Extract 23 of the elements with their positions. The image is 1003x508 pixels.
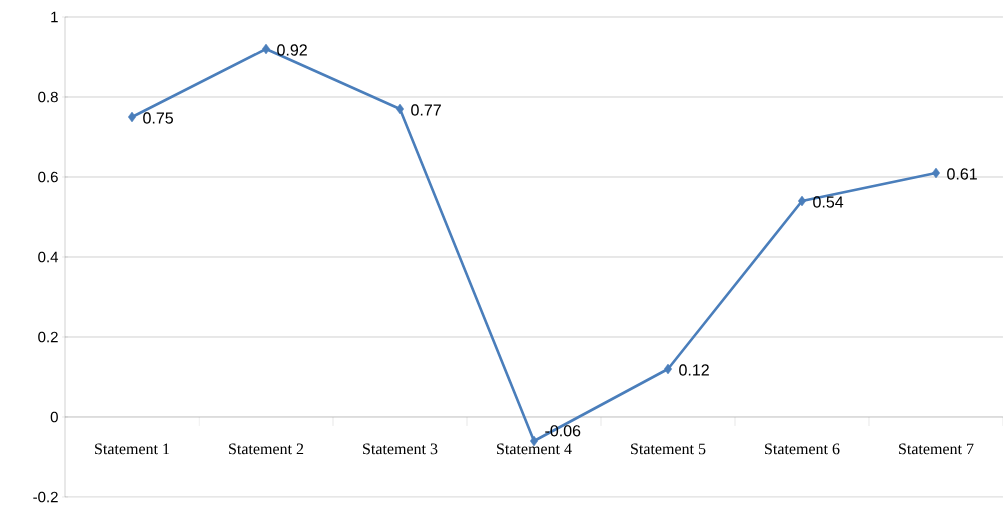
y-tick-label: 0.4 [38, 251, 59, 263]
x-tick-label: Statement 5 [631, 443, 706, 455]
x-tick-label: Statement 2 [229, 443, 304, 455]
x-tick-label: Statement 1 [95, 443, 170, 455]
y-tick-label: -0.2 [33, 491, 58, 503]
point [128, 111, 137, 123]
data-label: 0.75 [143, 112, 173, 124]
point [396, 103, 405, 115]
y-tick-label: 0.8 [38, 91, 58, 103]
x-tick-label: Statement 3 [363, 443, 438, 455]
data-label: 0.77 [411, 104, 441, 116]
data-label: 0.61 [947, 168, 977, 180]
y-tick-label: 0.6 [38, 171, 58, 183]
y-tick-label: 0.2 [38, 331, 58, 343]
data-label: 0.54 [813, 196, 844, 208]
point [262, 43, 271, 55]
x-tick-label: Statement 4 [497, 443, 572, 455]
x-tick-label: Statement 6 [765, 443, 840, 455]
y-tick-label: 1 [51, 11, 58, 23]
data-label: 0.92 [277, 44, 307, 56]
x-tick-label: Statement 7 [899, 443, 974, 455]
data-label: 0.12 [679, 364, 709, 376]
y-tick-label: 0 [50, 411, 58, 423]
